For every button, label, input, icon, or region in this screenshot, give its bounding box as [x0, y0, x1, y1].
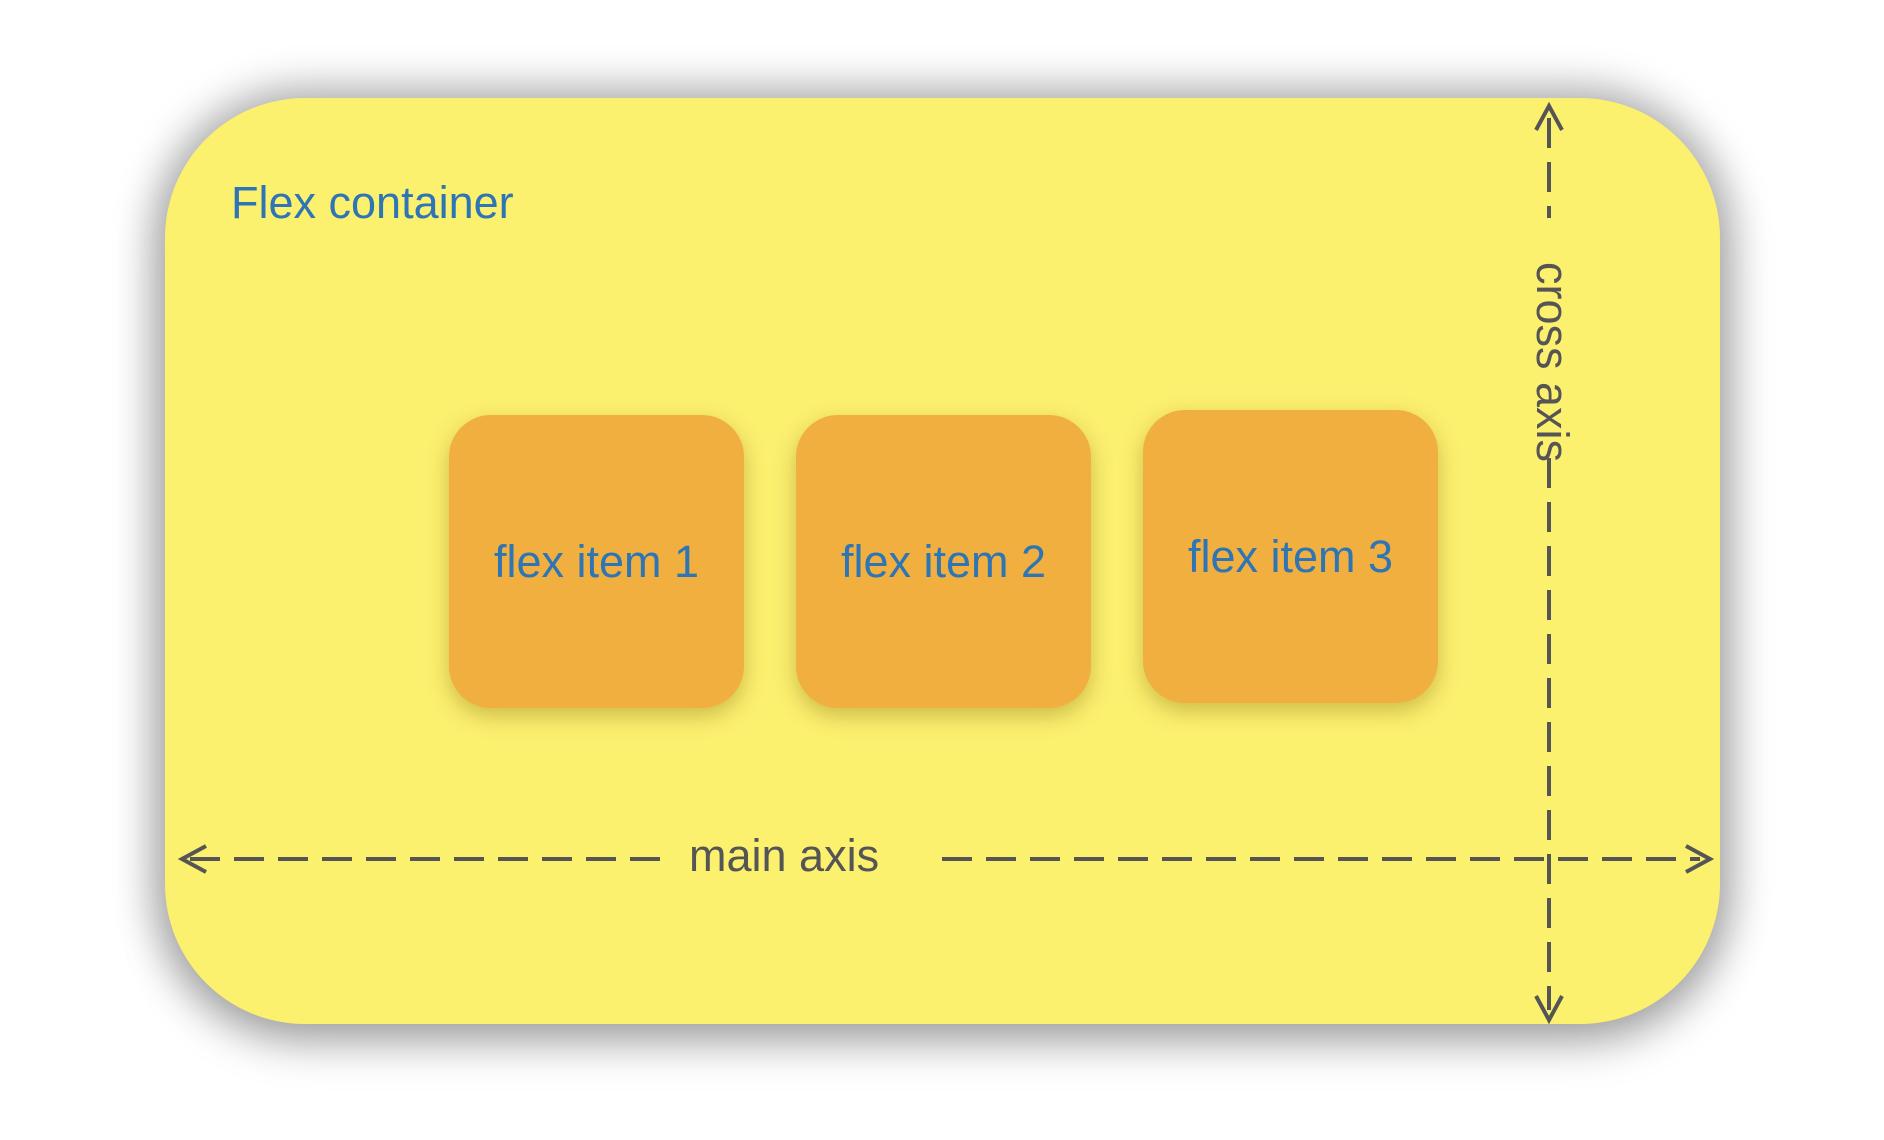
flex-item-3: flex item 3 [1143, 410, 1438, 703]
flex-item-2: flex item 2 [796, 415, 1091, 708]
cross-axis-label: cross axis [1527, 261, 1578, 463]
flex-container-label: Flex container [231, 177, 514, 228]
flex-item-2-label: flex item 2 [840, 536, 1047, 587]
flex-item-1-label: flex item 1 [493, 536, 700, 587]
main-axis-label: main axis [689, 830, 880, 881]
flex-item-3-label: flex item 3 [1187, 531, 1394, 582]
flex-item-1: flex item 1 [449, 415, 744, 708]
